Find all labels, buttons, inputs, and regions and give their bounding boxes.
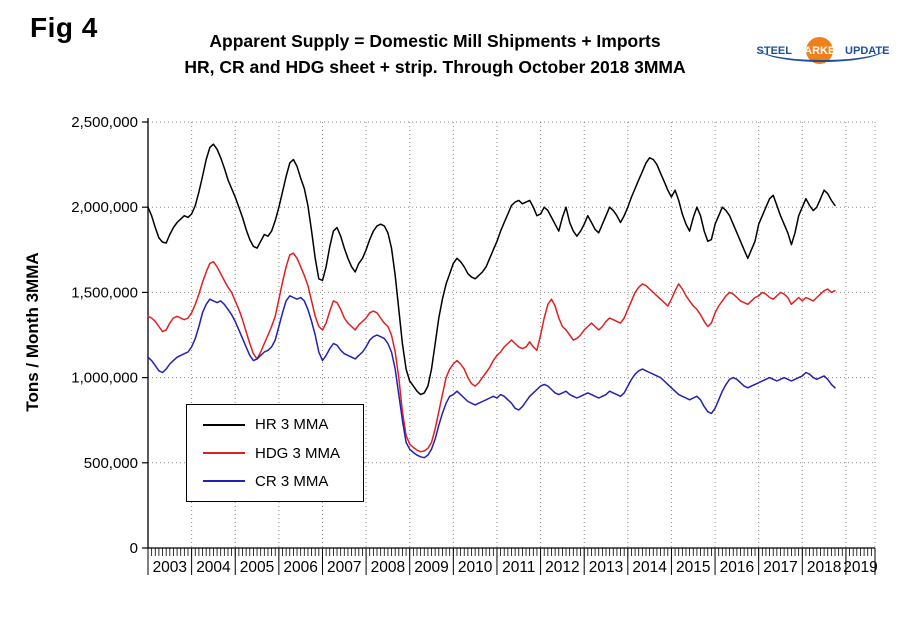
legend-entry: HDG 3 MMA <box>203 445 363 462</box>
legend-entry: CR 3 MMA <box>203 473 363 490</box>
y-tick-label: 500,000 <box>84 455 138 472</box>
x-year-label: 2011 <box>502 559 535 576</box>
x-year-label: 2006 <box>283 559 317 576</box>
legend-entry-label: HR 3 MMA <box>255 416 329 434</box>
logo-swoosh-icon <box>758 34 886 62</box>
y-tick-label: 1,500,000 <box>71 284 138 301</box>
series-line-hdg-3-mma <box>147 252 836 453</box>
logo-text: STEEL MARKET UPDATE <box>752 45 894 57</box>
legend-line-sample <box>203 452 245 454</box>
chart-title-line2: HR, CR and HDG sheet + strip. Through Oc… <box>184 57 686 77</box>
x-year-label: 2015 <box>676 559 710 576</box>
legend-entry-label: CR 3 MMA <box>255 472 329 490</box>
axis-ticks <box>142 121 876 575</box>
chart-title: Apparent Supply = Domestic Mill Shipment… <box>90 28 780 80</box>
legend-line-sample <box>203 480 245 483</box>
legend-line-sample <box>203 423 245 426</box>
logo-text-update: UPDATE <box>845 45 890 57</box>
x-year-label: 2019 <box>843 559 877 576</box>
axis-labels: 0 500,000 1,000,000 1,500,000 2,000,000 2,500… <box>71 114 877 576</box>
x-year-label: 2010 <box>458 559 493 576</box>
chart-title-line1: Apparent Supply = Domestic Mill Shipment… <box>209 31 661 51</box>
series-lines <box>147 143 836 459</box>
smu-logo: STEEL MARKET UPDATE <box>752 37 894 80</box>
series-line-hr-3-mma <box>147 143 836 396</box>
x-year-label: 2009 <box>414 559 448 576</box>
x-year-label: 2008 <box>371 559 405 576</box>
x-year-label: 2013 <box>589 559 623 576</box>
chart-legend: HR 3 MMA HDG 3 MMA CR 3 MMA <box>186 404 364 502</box>
x-year-label: 2018 <box>807 559 841 576</box>
legend-entry-label: HDG 3 MMA <box>255 444 341 462</box>
x-year-label: 2012 <box>545 559 579 576</box>
legend-entry: HR 3 MMA <box>203 416 363 433</box>
y-tick-label: 0 <box>130 540 138 557</box>
x-year-label: 2014 <box>632 559 667 576</box>
x-year-label: 2003 <box>153 559 187 576</box>
figure-label: Fig 4 <box>30 12 98 43</box>
x-year-label: 2016 <box>720 559 754 576</box>
y-tick-label: 2,000,000 <box>71 199 138 216</box>
logo-text-market: MARKET <box>794 45 843 57</box>
y-tick-label: 1,000,000 <box>71 370 138 387</box>
x-year-label: 2005 <box>240 559 274 576</box>
logo-text-steel: STEEL <box>756 45 792 57</box>
y-tick-label: 2,500,000 <box>71 114 138 131</box>
x-year-label: 2007 <box>327 559 361 576</box>
x-year-label: 2017 <box>763 559 797 576</box>
series-line-cr-3-mma <box>147 295 836 459</box>
x-year-label: 2004 <box>196 559 231 576</box>
